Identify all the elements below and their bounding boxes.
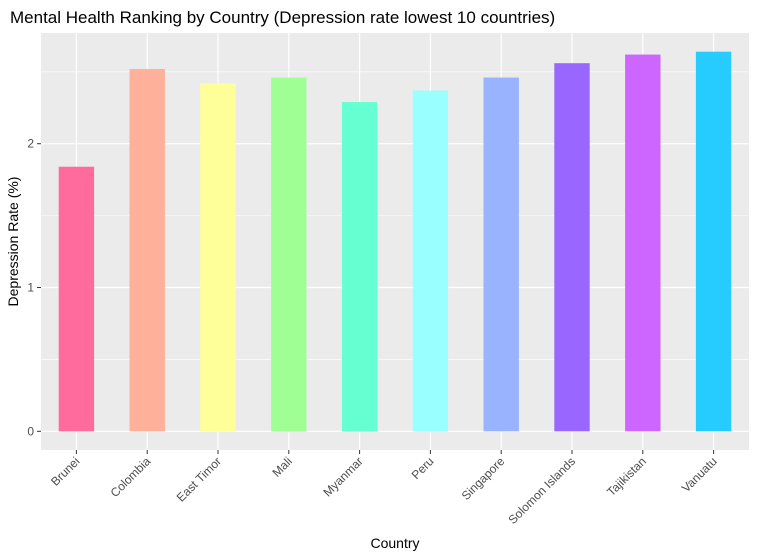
x-tick-label: Peru <box>409 454 437 482</box>
x-tick-label: Vanuatu <box>679 454 720 495</box>
x-tick-label: Tajikistan <box>604 454 649 499</box>
y-tick-label: 1 <box>27 281 34 295</box>
y-tick-label: 2 <box>27 137 34 151</box>
chart-title: Mental Health Ranking by Country (Depres… <box>10 8 555 27</box>
bar <box>129 68 165 432</box>
bar <box>271 77 307 432</box>
x-tick-label: Colombia <box>108 454 154 500</box>
bar <box>625 54 661 432</box>
x-tick-label: Singapore <box>459 454 508 503</box>
bar <box>200 83 236 432</box>
x-tick-label: Solomon Islands <box>505 454 578 527</box>
x-tick-label: Myanmar <box>320 454 365 499</box>
x-axis-title: Country <box>370 535 419 551</box>
bar <box>695 51 732 432</box>
bar-series <box>58 51 732 432</box>
x-tick-label: Mali <box>269 454 294 479</box>
x-tick-label: East Timor <box>174 454 224 504</box>
bar <box>341 102 378 432</box>
y-axis-title: Depression Rate (%) <box>5 177 21 307</box>
bar <box>483 77 519 432</box>
bar <box>58 166 95 432</box>
y-tick-label: 0 <box>27 424 34 438</box>
bar <box>554 63 590 432</box>
bar <box>412 90 449 432</box>
x-tick-label: Brunei <box>48 454 82 488</box>
